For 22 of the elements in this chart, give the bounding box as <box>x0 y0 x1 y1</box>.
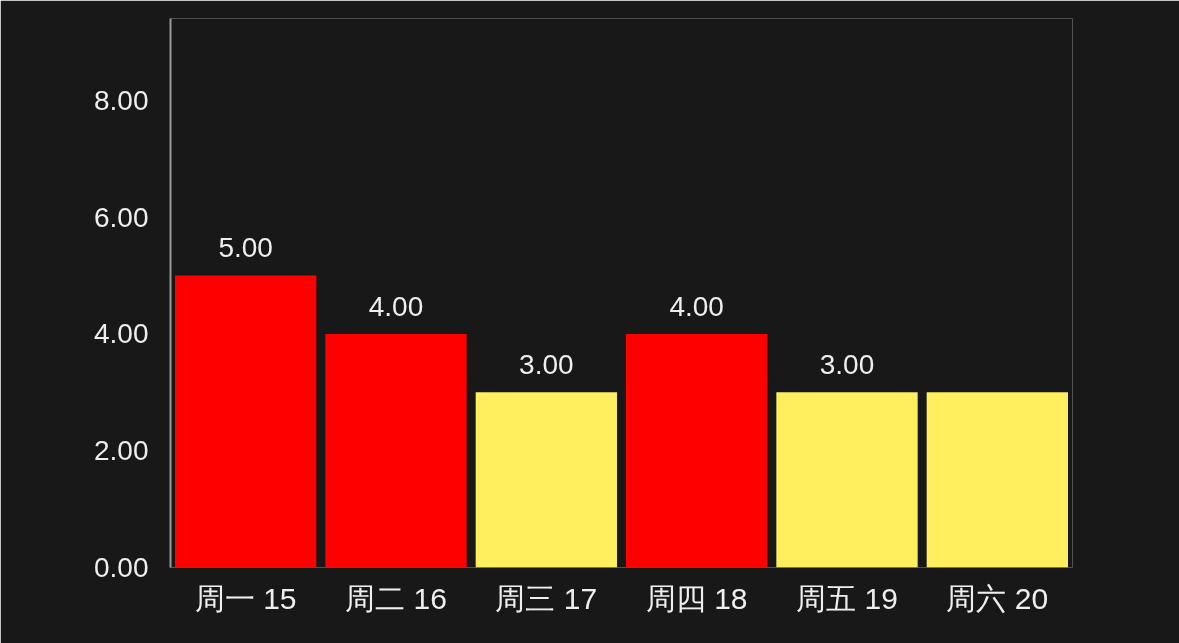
x-tick-label: 周一 15 <box>194 581 297 615</box>
bar <box>626 333 768 568</box>
bar <box>776 392 918 568</box>
x-tick-label: 周四 18 <box>645 581 748 615</box>
x-tick-label: 周二 16 <box>345 581 447 615</box>
data-label: 4.00 <box>368 290 424 322</box>
x-tick-label: 周五 19 <box>796 581 898 615</box>
bar <box>926 392 1068 568</box>
y-tick-label: 2.00 <box>94 435 149 467</box>
x-tick-label: 周三 17 <box>495 581 598 615</box>
y-tick-label: 6.00 <box>94 201 149 233</box>
bar <box>475 392 617 568</box>
y-tick-label: 8.00 <box>94 84 149 116</box>
bar <box>325 333 467 568</box>
x-tick-label: 周六 20 <box>946 581 1049 615</box>
data-label: 5.00 <box>218 232 273 264</box>
data-label: 4.00 <box>669 290 724 322</box>
y-tick-label: 0.00 <box>94 552 149 583</box>
data-label: 3.00 <box>819 349 875 381</box>
y-tick-label: 4.00 <box>94 318 149 350</box>
data-label: 3.00 <box>519 349 574 381</box>
bar <box>175 275 317 568</box>
